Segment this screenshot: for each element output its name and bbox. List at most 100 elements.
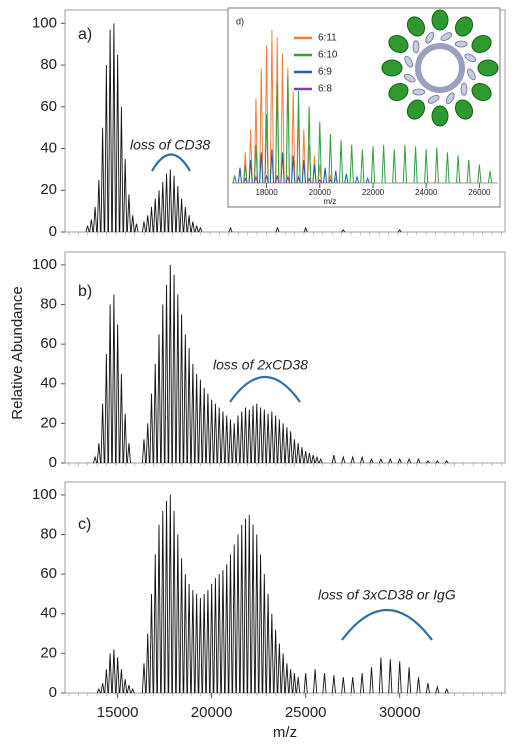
peak [292,439,297,464]
peak [198,226,203,233]
x-axis-label: m/z [324,197,337,206]
peak [248,129,253,184]
peak [172,175,177,233]
peak [291,155,296,184]
peak [175,294,180,464]
peak [296,443,301,464]
peak [328,178,333,184]
y-tick-label: 60 [40,335,57,352]
peak [247,409,252,464]
peak [115,324,120,464]
peak [232,423,237,464]
peak [149,206,154,233]
ring-link [464,53,477,63]
peak [100,403,105,464]
ring-link [403,73,416,83]
peak [266,593,271,694]
peak [126,194,131,233]
peak [360,673,365,694]
peak [296,91,301,184]
ring-core [415,43,465,93]
peak [153,363,158,464]
peak [175,186,180,233]
peak [264,45,269,184]
x-tick-label: 20000 [191,704,233,721]
peak [141,221,147,233]
peak [296,677,301,694]
peak [160,304,165,464]
panel-label: d) [236,16,244,26]
peak [164,500,169,694]
panel-label: a) [78,26,92,43]
peak [331,454,336,464]
ring-link [460,82,468,96]
peak [253,98,259,184]
peak [425,683,430,694]
peak [160,181,165,233]
peak [220,411,225,464]
peak [126,443,131,464]
peak [220,570,225,694]
peak [487,170,493,184]
peak [322,673,327,694]
peak [264,175,269,184]
annotation-arc [151,153,191,172]
y-tick-label: 80 [40,56,57,73]
peak [100,683,105,694]
peak [444,687,449,694]
x-tick-label: 15000 [97,704,139,721]
peak [224,415,229,464]
annotation: loss of CD38 [130,137,210,153]
peak [213,578,218,694]
peak [333,170,338,184]
peak [350,455,355,464]
y-tick-label: 0 [49,223,57,240]
peak [243,518,248,694]
peak [284,663,289,694]
x-tick-label: 22000 [362,188,385,197]
peak [445,152,450,184]
peak [237,167,243,184]
peak [228,554,233,694]
peak [303,226,308,233]
peak [194,225,199,233]
peak [224,564,229,694]
peak [341,455,346,464]
peak [243,407,248,464]
peak [96,443,101,464]
y-tick-label: 100 [32,256,57,273]
peak [388,659,393,694]
peak [288,669,293,694]
peak [190,221,195,233]
peak [108,29,113,233]
peak [205,589,210,694]
peak [123,413,128,464]
peak [285,174,290,184]
ring-link [412,40,420,54]
peak [198,597,203,694]
peak [187,584,192,694]
peak [344,173,349,184]
peak [217,407,222,464]
peak [275,226,280,233]
legend-label: 6:11 [318,33,337,44]
peak [314,455,320,464]
protein-blob [431,105,449,127]
peak [93,455,98,464]
peak [228,226,233,233]
peak [190,363,195,464]
peak [104,669,109,694]
peak [317,121,322,184]
peak [250,524,256,694]
peak [378,657,383,694]
peak [141,663,147,694]
peak [164,284,169,464]
peak [168,264,173,464]
peak [477,164,482,184]
y-tick-label: 20 [40,414,57,431]
peak [388,457,393,464]
peak [425,460,430,464]
peak [149,393,154,464]
peak [413,146,418,184]
y-tick-label: 100 [32,14,57,31]
